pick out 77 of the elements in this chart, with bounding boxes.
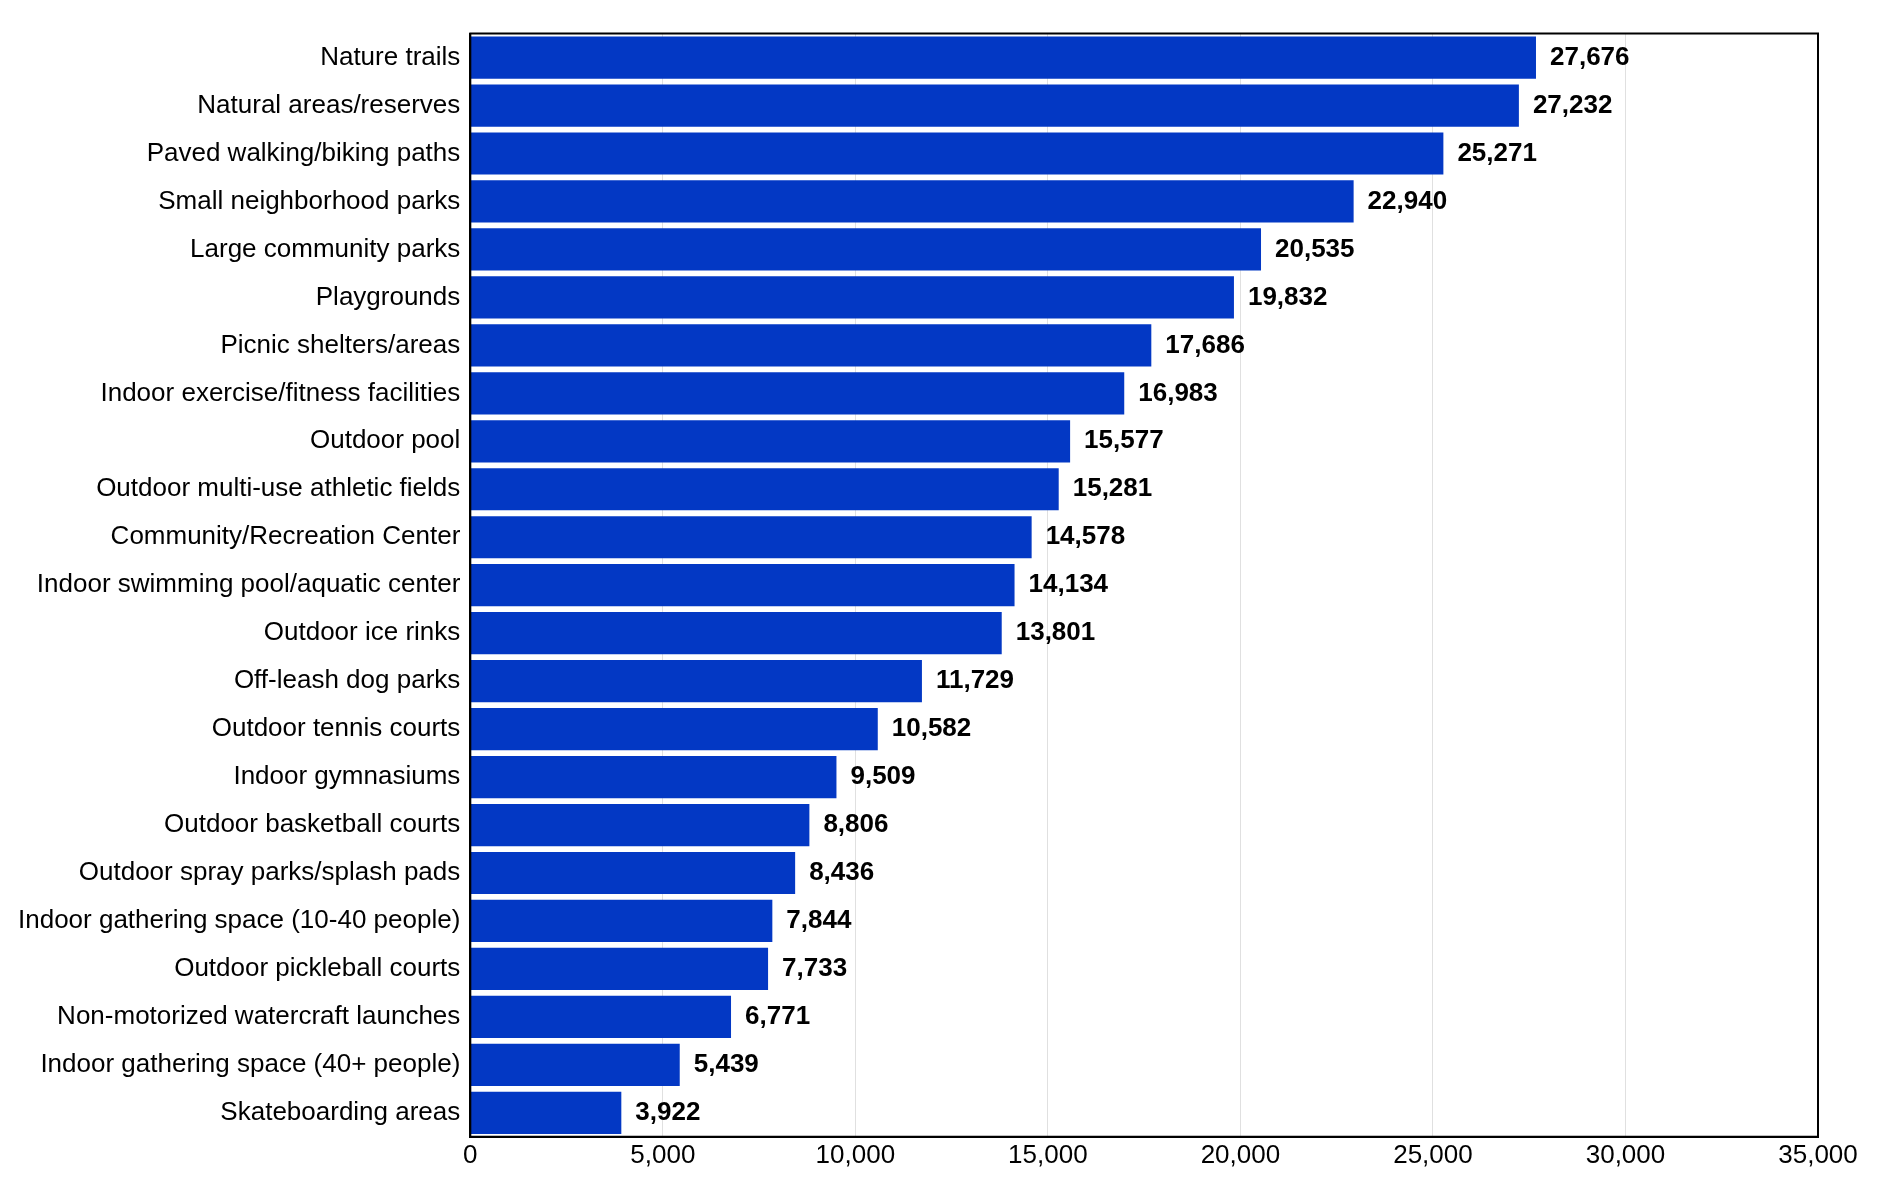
data-label: 8,806 xyxy=(823,808,889,839)
y-tick-label: Outdoor spray parks/splash pads xyxy=(78,856,461,887)
bar xyxy=(470,420,1071,463)
y-tick-label: Off-leash dog parks xyxy=(233,664,461,695)
y-tick-label: Outdoor pool xyxy=(309,424,461,455)
y-tick-label: Playgrounds xyxy=(315,280,461,311)
bar xyxy=(470,180,1354,223)
y-tick-label: Small neighborhood parks xyxy=(158,184,461,215)
data-label: 20,535 xyxy=(1275,232,1355,263)
bar xyxy=(470,707,878,751)
data-label: 22,940 xyxy=(1367,184,1448,215)
data-label: 11,729 xyxy=(935,664,1015,695)
data-label: 3,922 xyxy=(635,1095,701,1126)
data-label: 16,983 xyxy=(1138,376,1218,407)
data-label: 10,582 xyxy=(891,712,972,743)
x-tick-label: 10,000 xyxy=(815,1138,896,1169)
x-tick-label: 0 xyxy=(463,1138,478,1169)
y-tick-label: Outdoor pickleball courts xyxy=(174,952,461,983)
y-tick-label: Indoor gymnasiums xyxy=(233,760,461,791)
bar xyxy=(470,324,1152,367)
y-tick-label: Indoor gathering space (40+ people) xyxy=(40,1048,461,1079)
bar xyxy=(470,995,732,1038)
bar xyxy=(470,372,1125,415)
bar xyxy=(470,851,796,895)
y-tick-label: Outdoor basketball courts xyxy=(164,808,461,839)
y-tick-label: Nature trails xyxy=(320,40,461,71)
x-tick-label: 30,000 xyxy=(1585,1138,1666,1169)
bar xyxy=(470,1091,622,1134)
bar xyxy=(470,612,1002,655)
bar xyxy=(470,84,1519,127)
bar xyxy=(470,899,773,943)
data-label: 6,771 xyxy=(745,1000,811,1031)
bar xyxy=(470,1043,680,1086)
y-tick-label: Indoor swimming pool/aquatic center xyxy=(36,568,461,599)
data-label: 25,271 xyxy=(1457,136,1537,167)
y-tick-label: Indoor gathering space (10-40 people) xyxy=(17,904,461,935)
data-label: 5,439 xyxy=(693,1048,759,1079)
y-tick-label: Non-motorized watercraft launches xyxy=(57,1000,461,1031)
data-label: 7,733 xyxy=(782,952,848,983)
data-label: 13,801 xyxy=(1015,616,1096,647)
y-tick-label: Community/Recreation Center xyxy=(110,520,461,551)
bar xyxy=(470,468,1059,511)
bar xyxy=(470,516,1032,559)
y-tick-label: Skateboarding areas xyxy=(220,1095,461,1126)
bar xyxy=(470,228,1262,271)
bar xyxy=(470,132,1444,175)
y-tick-label: Outdoor tennis courts xyxy=(211,712,461,743)
data-label: 15,577 xyxy=(1084,424,1164,455)
bar xyxy=(470,564,1015,607)
data-label: 7,844 xyxy=(786,904,852,935)
data-label: 27,232 xyxy=(1532,88,1613,119)
data-label: 8,436 xyxy=(809,856,875,887)
data-label: 15,281 xyxy=(1072,472,1153,503)
x-tick-label: 25,000 xyxy=(1393,1138,1473,1169)
bar xyxy=(470,803,810,847)
bar xyxy=(470,660,922,703)
bar xyxy=(470,36,1536,79)
data-label: 14,578 xyxy=(1045,520,1126,551)
data-label: 9,509 xyxy=(850,760,916,791)
bar xyxy=(470,755,837,799)
y-tick-label: Outdoor multi-use athletic fields xyxy=(96,472,461,503)
data-label: 27,676 xyxy=(1549,40,1630,71)
x-tick-label: 35,000 xyxy=(1778,1138,1858,1169)
data-label: 17,686 xyxy=(1165,328,1245,359)
bar xyxy=(470,276,1234,319)
bar xyxy=(470,947,769,991)
y-tick-label: Picnic shelters/areas xyxy=(220,328,461,359)
x-tick-label: 20,000 xyxy=(1200,1138,1281,1169)
y-tick-label: Outdoor ice rinks xyxy=(263,616,461,647)
y-tick-label: Indoor exercise/fitness facilities xyxy=(100,376,461,407)
x-tick-label: 5,000 xyxy=(630,1138,696,1169)
x-tick-label: 15,000 xyxy=(1008,1138,1088,1169)
data-label: 14,134 xyxy=(1028,568,1109,599)
y-tick-label: Paved walking/biking paths xyxy=(146,136,461,167)
y-tick-label: Large community parks xyxy=(190,232,461,263)
data-label: 19,832 xyxy=(1247,280,1328,311)
y-tick-label: Natural areas/reserves xyxy=(197,88,461,119)
